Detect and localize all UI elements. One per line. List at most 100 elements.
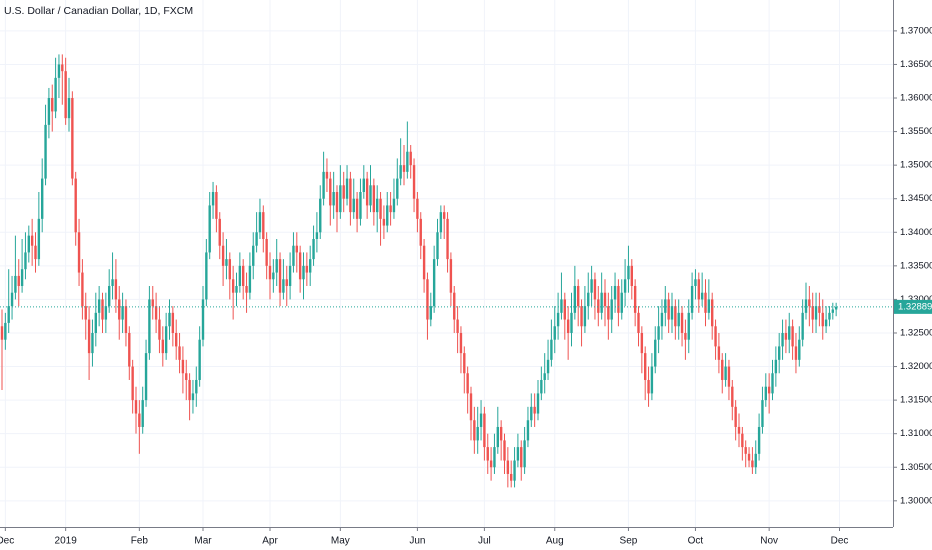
candle-body	[14, 275, 17, 293]
candle-body	[37, 218, 41, 260]
candle-body	[687, 312, 690, 340]
candle-body	[610, 299, 613, 320]
candle-body	[312, 238, 315, 260]
candle-body	[513, 460, 516, 481]
candle-body	[617, 285, 620, 313]
candle-body	[483, 413, 486, 448]
candle-body	[319, 198, 322, 233]
candle-body	[392, 198, 396, 213]
candle-body	[737, 426, 741, 434]
x-tick-label: May	[331, 536, 350, 547]
candle-body	[707, 299, 711, 313]
candle-body	[640, 332, 644, 354]
y-tick-label: 1.32000	[900, 361, 932, 372]
candle-body	[724, 366, 727, 380]
candle-body	[560, 299, 563, 313]
candle-body	[34, 245, 37, 260]
candle-body	[627, 265, 630, 280]
candle-body	[654, 339, 657, 367]
candle-body	[784, 332, 788, 340]
candle-body	[205, 252, 208, 300]
x-tick-label: Mar	[194, 536, 212, 547]
candle-body	[647, 379, 650, 394]
candle-body	[473, 420, 476, 441]
candle-body	[168, 312, 171, 327]
candle-body	[352, 198, 355, 213]
candle-body	[151, 299, 154, 307]
candle-body	[268, 265, 272, 280]
candle-body	[382, 218, 386, 226]
candle-body	[587, 292, 590, 307]
candle-body	[118, 299, 121, 320]
candle-body	[278, 259, 282, 293]
candle-body	[623, 279, 627, 293]
candle-body	[516, 447, 520, 461]
candle-body	[396, 178, 399, 199]
last-price-tag	[894, 299, 932, 314]
candle-body	[195, 379, 198, 394]
candle-body	[506, 460, 510, 474]
candle-body	[580, 306, 583, 327]
candle-body	[597, 299, 600, 313]
candle-body	[533, 406, 536, 414]
x-tick-label: Apr	[262, 536, 278, 547]
candle-body	[603, 292, 607, 307]
candle-body	[479, 413, 483, 427]
candle-body	[67, 98, 71, 119]
candle-body	[556, 312, 560, 327]
candle-body	[77, 232, 81, 273]
last-price-label: 1.32889	[898, 301, 932, 312]
x-tick-label: Dec	[0, 536, 14, 547]
candle-body	[141, 400, 144, 427]
candle-body	[386, 205, 389, 226]
candle-body	[10, 292, 14, 307]
candle-body	[543, 373, 546, 380]
candle-body	[399, 165, 402, 179]
candle-body	[788, 326, 791, 340]
candle-body	[30, 235, 34, 246]
candle-body	[231, 279, 235, 293]
candle-body	[499, 426, 503, 441]
candle-body	[700, 292, 704, 300]
candle-body	[175, 332, 178, 347]
candle-body	[54, 77, 57, 112]
candle-body	[389, 205, 392, 213]
axes: 1.30000 1.30500 1.31000 1.31500 1.32000 1.325…	[0, 25, 932, 547]
candle-body	[282, 279, 285, 293]
candle-body	[694, 279, 697, 286]
candle-body	[134, 400, 138, 414]
candle-body	[828, 312, 831, 320]
candle-body	[831, 309, 834, 313]
candle-body	[87, 319, 91, 354]
candle-body	[218, 218, 221, 246]
candle-body	[17, 275, 20, 286]
candle-body	[242, 265, 245, 286]
candle-body	[613, 285, 617, 300]
candle-body	[245, 285, 248, 293]
candle-body	[714, 326, 717, 347]
candle-body	[697, 279, 700, 300]
y-tick-label: 1.30500	[900, 462, 932, 473]
candle-body	[577, 285, 580, 307]
candle-body	[365, 178, 369, 206]
y-tick-label: 1.37000	[900, 25, 932, 36]
x-tick-label: Dec	[831, 536, 849, 547]
candle-body	[489, 460, 493, 468]
candle-body	[530, 406, 533, 421]
candle-body	[288, 265, 292, 286]
candle-body	[650, 366, 654, 394]
candle-body	[41, 178, 44, 219]
candles	[0, 54, 893, 488]
candle-body	[339, 185, 342, 213]
candle-body	[690, 285, 694, 313]
y-tick-label: 1.34500	[900, 193, 932, 204]
candle-body	[821, 312, 824, 327]
candle-body	[57, 64, 61, 78]
candle-body	[47, 98, 51, 125]
candle-body	[0, 326, 4, 340]
candle-body	[526, 420, 530, 441]
x-tick-label: Jul	[478, 536, 491, 547]
candle-body	[754, 453, 757, 468]
